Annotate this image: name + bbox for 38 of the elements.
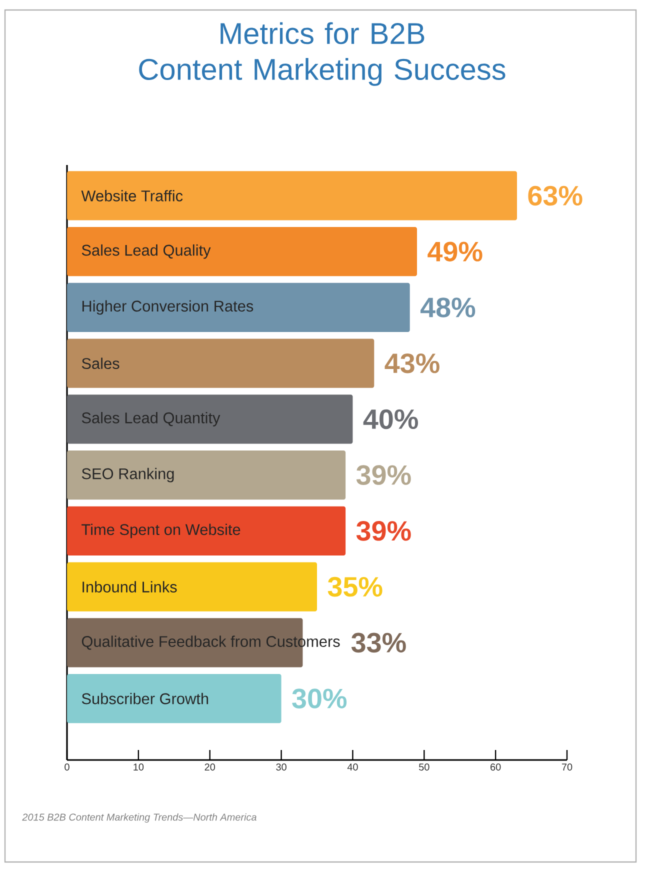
x-tick-label: 40 bbox=[347, 764, 358, 771]
y-tick-label: Higher Conversion Rates bbox=[82, 300, 254, 315]
x-tick-label: 20 bbox=[204, 764, 216, 771]
data-label: 40% bbox=[363, 409, 418, 430]
text: 2015 B2B Content Marketing Trends—North America bbox=[22, 813, 256, 823]
chart-title: Metrics for B2B Content Marketing Success bbox=[139, 22, 506, 86]
bar bbox=[67, 338, 374, 388]
bar bbox=[67, 674, 282, 724]
x-tick-label: 10 bbox=[134, 764, 144, 771]
y-tick-label: SEO Ranking bbox=[82, 468, 174, 482]
x-tick-label: 0 bbox=[64, 764, 70, 771]
data-label: 39% bbox=[356, 521, 411, 541]
data-label: 33% bbox=[351, 632, 406, 653]
data-label: 63% bbox=[528, 186, 582, 206]
x-tick-label: 60 bbox=[490, 764, 501, 771]
data-label: 43% bbox=[384, 353, 440, 374]
x-tick-label: 30 bbox=[276, 764, 286, 771]
bar bbox=[67, 450, 346, 500]
bar bbox=[67, 227, 417, 276]
y-tick-label: Subscriber Growth bbox=[82, 692, 208, 704]
bar bbox=[67, 171, 517, 220]
data-label: 39% bbox=[356, 465, 411, 485]
bar bbox=[67, 282, 410, 332]
y-tick-label: Sales bbox=[82, 358, 120, 370]
data-label: 49% bbox=[428, 242, 482, 262]
bar bbox=[67, 506, 346, 556]
y-tick-label: Website Traffic bbox=[81, 190, 183, 202]
bar bbox=[67, 562, 317, 612]
data-label: 35% bbox=[328, 576, 382, 597]
y-tick-label: Sales Lead Quality bbox=[82, 244, 211, 259]
y-tick-label: Inbound Links bbox=[82, 581, 177, 592]
bar bbox=[67, 394, 353, 444]
y-tick-label: Sales Lead Quantity bbox=[82, 412, 220, 426]
x-tick-label: 50 bbox=[419, 764, 430, 771]
y-tick-label: Time Spent on Website bbox=[82, 524, 240, 538]
data-label: 30% bbox=[292, 688, 347, 708]
x-tick-label: 70 bbox=[562, 764, 572, 771]
data-label: 48% bbox=[420, 298, 476, 318]
